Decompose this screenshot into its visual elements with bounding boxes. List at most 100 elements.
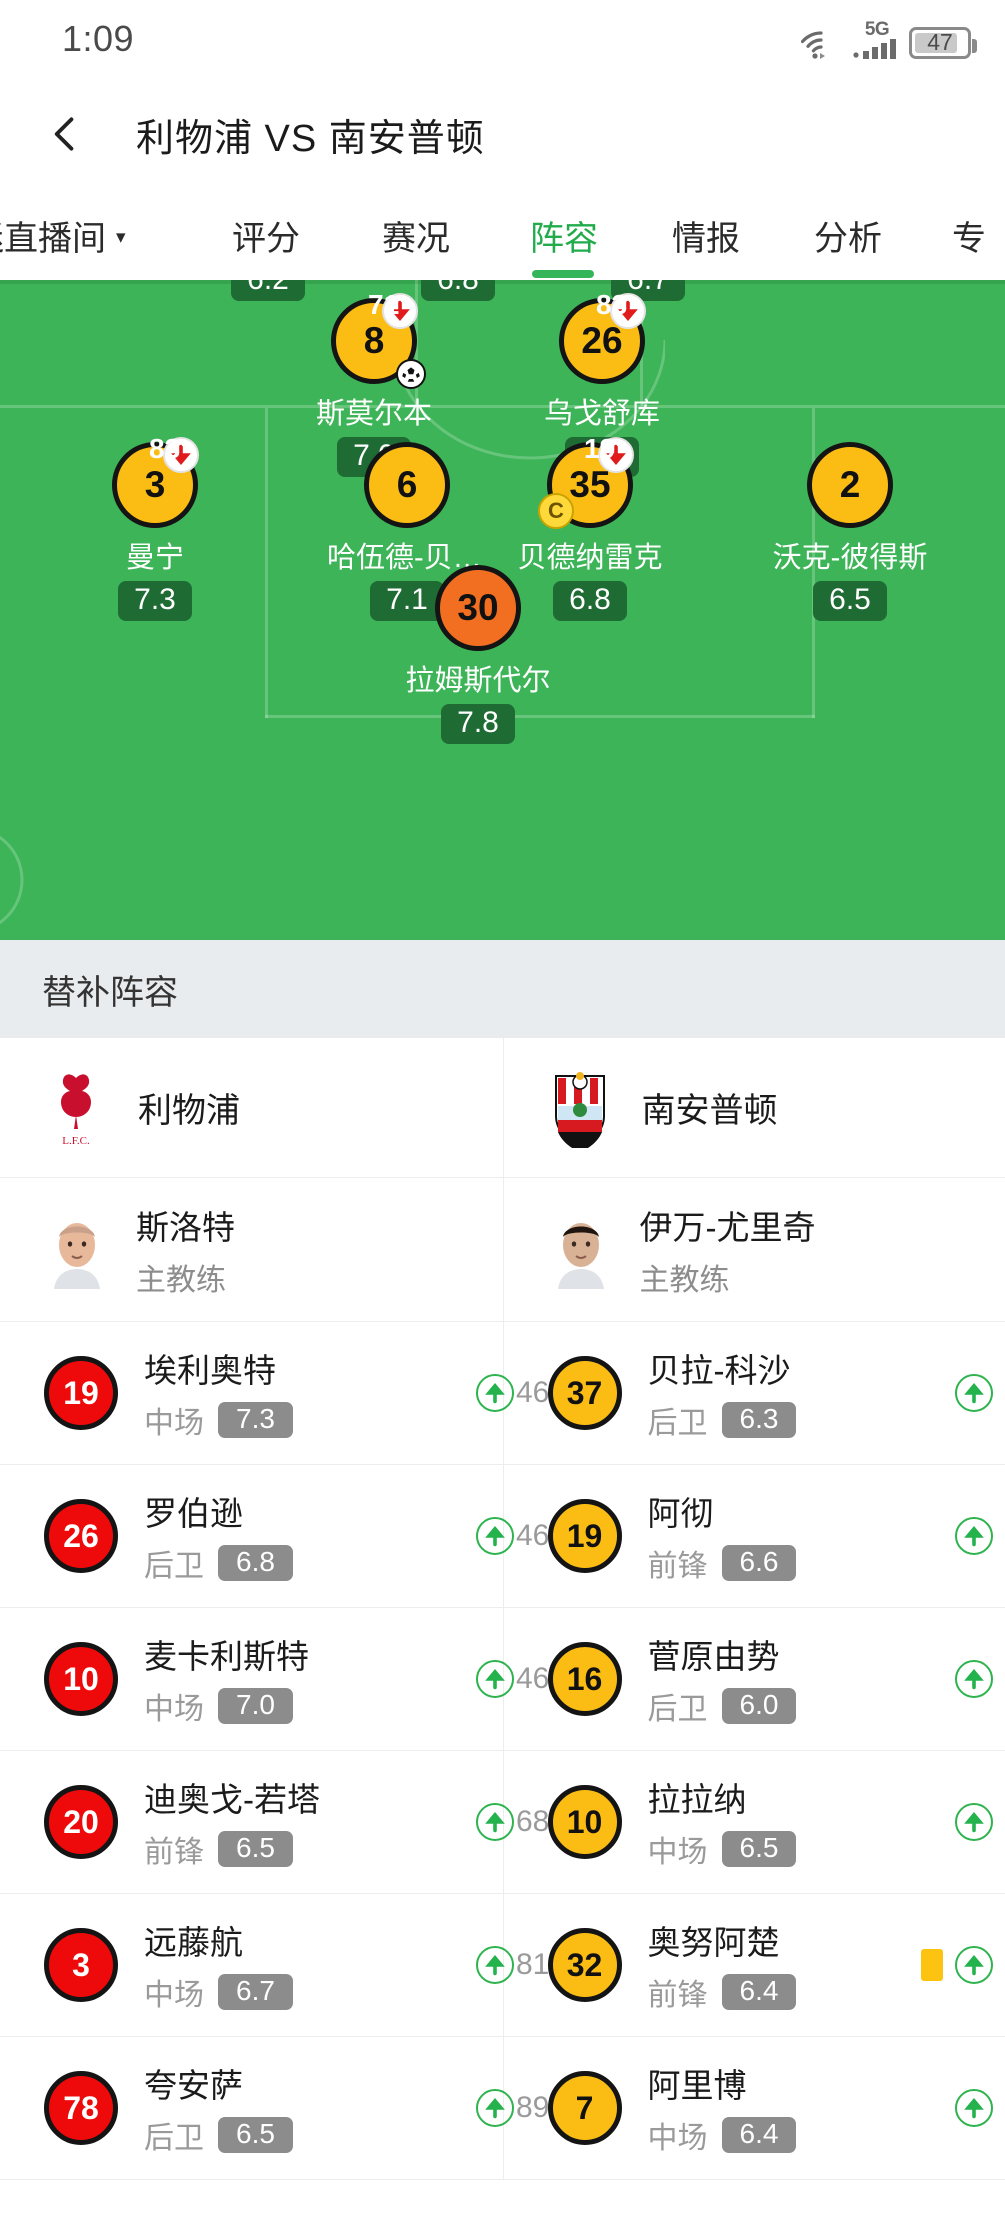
player-position: 前锋 bbox=[144, 1836, 204, 1869]
player-rating: 6.4 bbox=[721, 2117, 797, 2153]
coach-row[interactable]: 斯洛特 主教练 bbox=[0, 1178, 503, 1322]
southampton-crest-icon bbox=[548, 1068, 612, 1152]
sub-player-row[interactable]: 20 迪奥戈-若塔 前锋 6.5 68' bbox=[0, 1751, 555, 1894]
sub-player-row[interactable]: 32 奥努阿楚 前锋 6.4 bbox=[503, 1894, 1005, 2037]
player-rating: 6.5 bbox=[218, 2117, 293, 2153]
tab-1[interactable]: 迷直播间 ▾ bbox=[0, 190, 126, 280]
player-number: 20 bbox=[63, 1803, 99, 1840]
player-position: 前锋 bbox=[647, 1979, 708, 2012]
sub-player-row[interactable]: 16 菅原由势 后卫 6.0 bbox=[503, 1608, 1005, 1751]
pitch-formation: 苏莱曼纳6.2马特乌斯-费...6.8迪布林6.7871'斯莫尔本7.02683… bbox=[0, 280, 1005, 940]
team-header-row: 南安普顿 bbox=[503, 1038, 1005, 1178]
player-number: 30 bbox=[457, 587, 499, 628]
sub-in-arrow-icon bbox=[476, 1374, 514, 1412]
status-bar: 1:09 5G bbox=[0, 0, 1005, 78]
player-rating: 6.2 bbox=[231, 280, 305, 301]
tab-7[interactable]: 专 bbox=[952, 190, 986, 280]
player-rating: 7.3 bbox=[218, 1402, 293, 1438]
sub-player-row[interactable]: 26 罗伯逊 后卫 6.8 46' bbox=[0, 1465, 555, 1608]
player-position: 后卫 bbox=[647, 1693, 708, 1726]
coach-name: 伊万-尤里奇 bbox=[639, 1208, 816, 1246]
nav-bar: 利物浦 VS 南安普顿 bbox=[0, 78, 1005, 190]
player-position: 后卫 bbox=[144, 1550, 204, 1583]
player-number-badge[interactable]: 35 19' C bbox=[538, 433, 634, 529]
sub-player-row[interactable]: 10 麦卡利斯特 中场 7.0 46' bbox=[0, 1608, 555, 1751]
tab-4[interactable]: 阵容 bbox=[530, 190, 598, 280]
player-name: 阿里博 bbox=[647, 2067, 747, 2104]
tab-2[interactable]: 评分 bbox=[232, 190, 300, 280]
sub-player-row[interactable]: 10 拉拉纳 中场 6.5 bbox=[503, 1751, 1005, 1894]
tab-3[interactable]: 赛况 bbox=[382, 190, 450, 280]
player-number-badge[interactable]: 2 bbox=[807, 442, 893, 528]
tab-label: 阵容 bbox=[530, 219, 598, 258]
pitch-player[interactable]: 35 19' C 贝德纳雷克 6.8 bbox=[510, 433, 670, 621]
sub-player-row[interactable]: 7 阿里博中场 6.4 bbox=[503, 2037, 1005, 2180]
player-position: 后卫 bbox=[647, 1407, 708, 1440]
player-number: 19 bbox=[566, 1517, 603, 1554]
player-rating: 6.5 bbox=[218, 1831, 293, 1867]
player-number: 3 bbox=[72, 1946, 90, 1983]
sub-player-row[interactable]: 19 埃利奥特 中场 7.3 46' bbox=[0, 1322, 555, 1465]
coach-role: 主教练 bbox=[639, 1263, 730, 1297]
player-events bbox=[955, 1660, 993, 1698]
pitch-player[interactable]: 马特乌斯-费...6.8 bbox=[378, 280, 538, 301]
player-events bbox=[955, 1517, 993, 1555]
player-position: 中场 bbox=[647, 2122, 708, 2155]
sub-in-arrow-icon bbox=[955, 1946, 993, 1984]
player-events bbox=[955, 2089, 993, 2127]
player-position: 前锋 bbox=[647, 1550, 708, 1583]
chevron-left-icon[interactable] bbox=[42, 111, 88, 157]
sub-player-row[interactable]: 78 夸安萨 后卫 6.5 89' bbox=[0, 2037, 555, 2180]
player-rating: 6.8 bbox=[421, 280, 495, 301]
player-number: 78 bbox=[63, 2089, 99, 2126]
sub-player-row[interactable]: 19 阿彻 前锋 6.6 bbox=[503, 1465, 1005, 1608]
chevron-down-icon[interactable]: ▾ bbox=[116, 226, 126, 248]
sub-in-arrow-icon bbox=[955, 2089, 993, 2127]
subs-column-away: 南安普顿 伊万-尤里奇 主教练 37 贝拉-科沙 后卫 6.3 19 阿彻 前锋 6.6 16 菅原由势… bbox=[502, 1038, 1005, 2180]
sub-player-row[interactable]: 3 远藤航 中场 6.7 81' bbox=[0, 1894, 555, 2037]
sub-out-arrow-icon bbox=[382, 293, 418, 329]
player-number-badge: 32 bbox=[547, 1928, 622, 2002]
pitch-player[interactable]: 30 拉姆斯代尔 7.8 bbox=[398, 565, 558, 744]
player-number-badge[interactable]: 30 bbox=[435, 565, 521, 651]
player-number: 19 bbox=[63, 1374, 99, 1411]
sub-in-arrow-icon bbox=[476, 2089, 514, 2127]
subs-column-home: L.F.C. 利物浦 斯洛特 主教练 19 埃利奥特 中场 7.3 46' 26 罗伯逊 后卫 6.8 4… bbox=[0, 1038, 555, 2180]
player-number-badge[interactable]: 6 bbox=[364, 442, 450, 528]
sub-player-row[interactable]: 37 贝拉-科沙 后卫 6.3 bbox=[503, 1322, 1005, 1465]
sub-out-arrow-icon bbox=[163, 437, 199, 473]
team-header-row: L.F.C. 利物浦 bbox=[0, 1038, 503, 1178]
player-number-badge[interactable]: 8 71' bbox=[331, 289, 426, 389]
tab-bar[interactable]: 迷直播间 ▾ 评分 赛况 阵容 情报 分析 专 bbox=[0, 190, 1005, 280]
player-rating: 6.0 bbox=[721, 1688, 797, 1724]
liverpool-crest-icon: L.F.C. bbox=[44, 1068, 108, 1148]
player-rating: 6.7 bbox=[218, 1974, 293, 2010]
coach-avatar-icon bbox=[548, 1211, 614, 1289]
player-name: 拉拉纳 bbox=[647, 1781, 747, 1818]
cellular-signal-icon: 5G bbox=[851, 20, 903, 59]
player-rating: 6.6 bbox=[721, 1545, 797, 1581]
tab-5[interactable]: 情报 bbox=[672, 190, 740, 280]
tab-6[interactable]: 分析 bbox=[814, 190, 882, 280]
player-number-badge: 19 bbox=[547, 1499, 622, 1573]
pitch-player[interactable]: 苏莱曼纳6.2 bbox=[188, 280, 348, 301]
sub-in-arrow-icon bbox=[476, 1946, 514, 1984]
tab-label: 评分 bbox=[232, 219, 300, 258]
player-number-badge: 10 bbox=[547, 1785, 622, 1859]
player-name: 罗伯逊 bbox=[144, 1495, 243, 1532]
player-name: 迪奥戈-若塔 bbox=[144, 1781, 320, 1818]
pitch-player[interactable]: 3 83' 曼宁 7.3 bbox=[75, 433, 235, 621]
player-number-badge[interactable]: 3 83' bbox=[112, 433, 199, 528]
player-number-badge: 7 bbox=[547, 2071, 622, 2145]
player-name: 远藤航 bbox=[144, 1924, 243, 1961]
pitch-player[interactable]: 2 沃克-彼得斯 6.5 bbox=[770, 442, 930, 621]
coach-row[interactable]: 伊万-尤里奇主教练 bbox=[503, 1178, 1005, 1322]
player-number-badge[interactable]: 26 83' bbox=[559, 289, 646, 384]
player-number: 32 bbox=[566, 1946, 603, 1983]
player-position: 后卫 bbox=[144, 2122, 204, 2155]
player-rating: 6.3 bbox=[721, 1402, 797, 1438]
wifi-icon bbox=[801, 27, 841, 59]
player-number-badge: 37 bbox=[547, 1356, 622, 1430]
